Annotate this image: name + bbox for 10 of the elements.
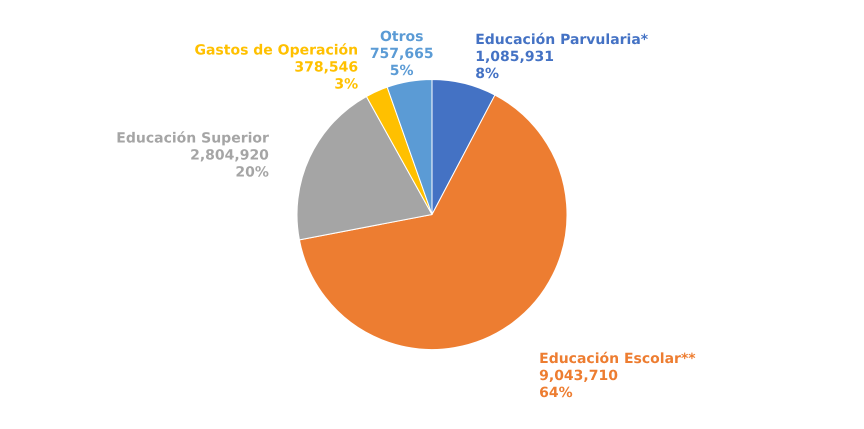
slice-label: Gastos de Operación [194, 42, 358, 58]
data-label: 9,043,710 64% [539, 368, 618, 402]
data-label: 757,665 5% [370, 46, 434, 80]
slice-label: Educación Escolar** [539, 351, 696, 368]
data-label: 1,085,931 8% [475, 48, 554, 82]
slice-label: Educación Superior [116, 130, 270, 146]
slice-label: Otros [380, 29, 424, 46]
slice-label: Educación Parvularia* [475, 32, 649, 48]
data-label: 378,546 3% [294, 59, 358, 92]
data-label: 2,804,920 20% [190, 147, 270, 180]
